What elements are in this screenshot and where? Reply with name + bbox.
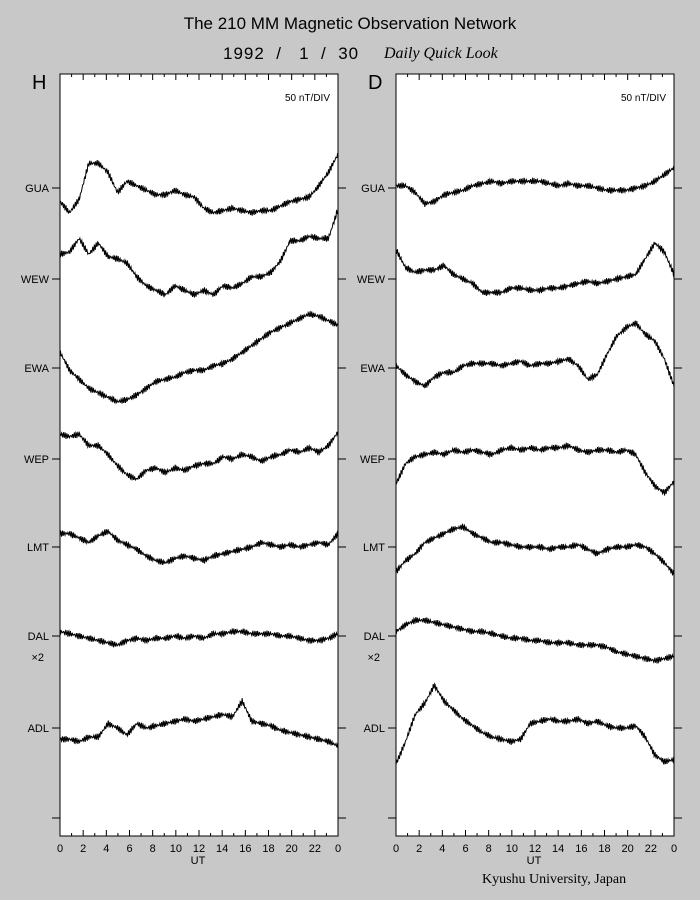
x-tick-label-d: 6 bbox=[462, 843, 468, 855]
trace-dal-d bbox=[395, 616, 675, 664]
x-tick-label-d: 22 bbox=[645, 843, 657, 855]
station-label-wew-h: WEW bbox=[21, 274, 50, 286]
x-tick-label-h: 20 bbox=[286, 843, 298, 855]
trace-wew-d bbox=[395, 241, 675, 297]
x-tick-label-d: 8 bbox=[486, 843, 492, 855]
trace-wep-h bbox=[59, 430, 339, 482]
observation-date: 1992 / 1 / 30 bbox=[223, 44, 360, 63]
x-tick-label-d: 0 bbox=[671, 843, 677, 855]
station-label-ewa-h: EWA bbox=[24, 363, 49, 375]
x-tick-label-h: 8 bbox=[150, 843, 156, 855]
x-tick-label-h: 0 bbox=[335, 843, 341, 855]
x-tick-label-h: 4 bbox=[103, 843, 109, 855]
station-label-ewa-d: EWA bbox=[360, 363, 385, 375]
station-label-dal-h: DAL bbox=[28, 631, 49, 643]
chart-title: The 210 MM Magnetic Observation Network bbox=[183, 14, 517, 33]
trace-ewa-d bbox=[395, 320, 675, 389]
x-tick-label-d: 14 bbox=[552, 843, 564, 855]
station-label-lmt-h: LMT bbox=[27, 542, 49, 554]
station-label-dal-d: DAL bbox=[364, 631, 385, 643]
station-note-dal-h: ×2 bbox=[31, 652, 44, 664]
trace-lmt-h bbox=[59, 529, 339, 566]
x-axis-label-d: UT bbox=[527, 855, 542, 867]
x-tick-label-d: 12 bbox=[529, 843, 541, 855]
x-tick-label-h: 14 bbox=[216, 843, 228, 855]
station-note-dal-d: ×2 bbox=[367, 652, 380, 664]
panel-label-d: D bbox=[368, 72, 383, 94]
x-tick-label-h: 10 bbox=[170, 843, 182, 855]
trace-ewa-h bbox=[59, 310, 339, 405]
x-tick-label-d: 10 bbox=[506, 843, 518, 855]
chart-subtitle: Daily Quick Look bbox=[384, 45, 498, 62]
station-label-wep-d: WEP bbox=[360, 454, 385, 466]
trace-wep-d bbox=[395, 442, 675, 496]
station-label-gua-d: GUA bbox=[361, 183, 386, 195]
x-axis-label-h: UT bbox=[191, 855, 206, 867]
trace-gua-d bbox=[395, 166, 674, 207]
station-label-wew-d: WEW bbox=[357, 274, 386, 286]
x-tick-label-h: 16 bbox=[239, 843, 251, 855]
trace-lmt-d bbox=[395, 523, 675, 576]
x-tick-label-h: 12 bbox=[193, 843, 205, 855]
trace-wew-h bbox=[59, 208, 339, 298]
x-tick-label-d: 18 bbox=[598, 843, 610, 855]
scale-label-h: 50 nT/DIV bbox=[285, 93, 330, 104]
scale-label-d: 50 nT/DIV bbox=[621, 93, 666, 104]
x-tick-label-d: 20 bbox=[622, 843, 634, 855]
trace-gua-h bbox=[59, 152, 339, 216]
trace-adl-h bbox=[59, 698, 339, 748]
x-tick-label-d: 16 bbox=[575, 843, 587, 855]
x-tick-label-d: 0 bbox=[393, 843, 399, 855]
x-tick-label-h: 18 bbox=[262, 843, 274, 855]
x-tick-label-h: 2 bbox=[80, 843, 86, 855]
station-label-wep-h: WEP bbox=[24, 454, 49, 466]
trace-adl-d bbox=[395, 682, 675, 765]
station-label-adl-h: ADL bbox=[28, 723, 49, 735]
x-tick-label-d: 2 bbox=[416, 843, 422, 855]
credit-text: Kyushu University, Japan bbox=[482, 872, 627, 887]
panel-label-h: H bbox=[32, 72, 47, 94]
station-label-gua-h: GUA bbox=[25, 183, 50, 195]
station-label-lmt-d: LMT bbox=[363, 542, 385, 554]
trace-dal-h bbox=[59, 628, 339, 648]
x-tick-label-h: 0 bbox=[57, 843, 63, 855]
x-tick-label-h: 22 bbox=[309, 843, 321, 855]
x-tick-label-d: 4 bbox=[439, 843, 445, 855]
x-tick-label-h: 6 bbox=[126, 843, 132, 855]
station-label-adl-d: ADL bbox=[364, 723, 385, 735]
